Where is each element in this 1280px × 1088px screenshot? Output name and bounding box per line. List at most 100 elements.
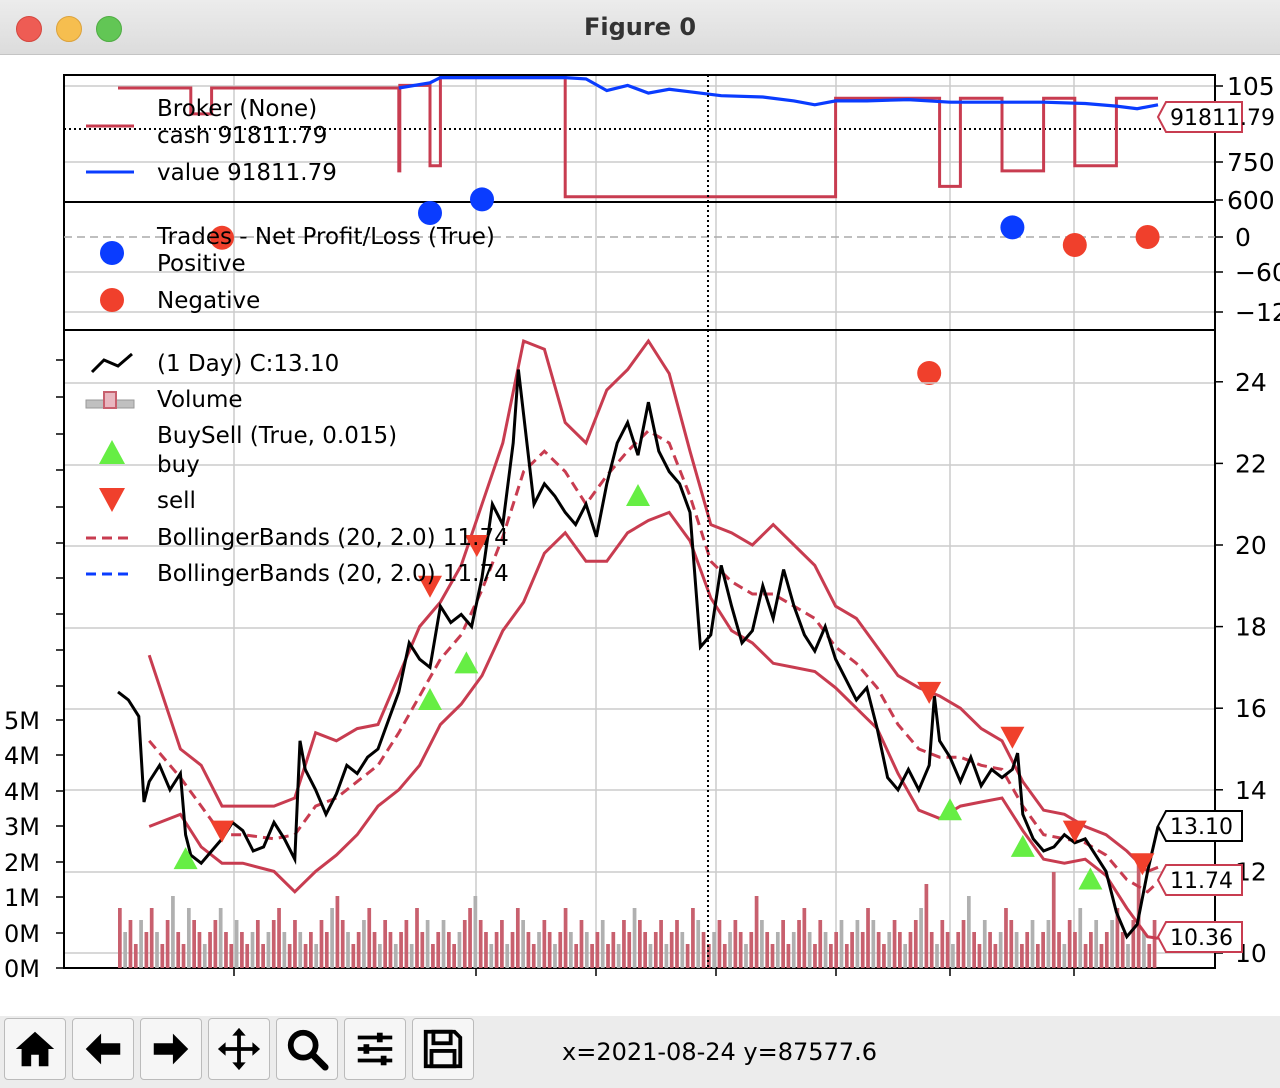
volume-bar <box>531 944 536 968</box>
bollinger-upper-line <box>147 338 1159 874</box>
last-bb-lower-label: 10.36 <box>1170 926 1233 951</box>
volume-bar <box>446 932 451 968</box>
volume-bar <box>277 908 281 968</box>
volume-bar <box>807 932 812 968</box>
volume-bar <box>584 932 589 968</box>
volume-bar <box>728 932 732 968</box>
volume-bar <box>600 920 605 968</box>
sell-marker <box>1000 726 1025 749</box>
volume-bar <box>282 932 287 968</box>
sell-marker <box>418 575 442 598</box>
legend-title: Broker (None) <box>157 96 317 122</box>
volume-bar <box>876 932 881 968</box>
volume-bar <box>378 944 382 968</box>
forward-button[interactable] <box>140 1018 202 1080</box>
volume-bar <box>340 920 345 968</box>
volume-bar <box>781 920 785 968</box>
volume-bar <box>638 920 642 968</box>
cursor-coordinates: x=2021-08-24 y=87577.6 <box>562 1038 877 1066</box>
last-bb-mid-label-box <box>1156 864 1243 896</box>
volume-bar <box>441 920 446 968</box>
back-button[interactable] <box>72 1018 134 1080</box>
volume-bar <box>574 944 579 968</box>
trade-negative-marker <box>210 225 234 250</box>
save-icon <box>423 1029 463 1069</box>
volume-bar <box>956 932 961 968</box>
volume-tick-label: 1M <box>4 884 40 912</box>
last-value-label: 91811.79 <box>1170 106 1275 131</box>
configure-subplots-button[interactable] <box>344 1018 406 1080</box>
volume-bar <box>452 944 456 968</box>
volume-bar <box>691 908 695 968</box>
y-tick-label: −60 <box>1235 258 1280 287</box>
volume-tick-label: 3M <box>4 813 40 841</box>
volume-bar <box>1067 920 1072 968</box>
home-button[interactable] <box>4 1018 66 1080</box>
volume-bar <box>945 932 950 968</box>
volume-bar <box>537 932 541 968</box>
volume-bar <box>160 944 165 968</box>
volume-bar <box>988 932 992 968</box>
volume-bar <box>271 920 276 968</box>
volume-bar <box>1152 920 1157 968</box>
volume-bar <box>643 932 648 968</box>
volume-bar <box>924 884 929 968</box>
volume-bar <box>500 920 504 968</box>
volume-bar <box>648 944 653 968</box>
y-tick-label: 24 <box>1235 368 1267 397</box>
back-arrow-icon <box>85 1033 121 1065</box>
trade-positive-marker <box>470 187 494 212</box>
volume-bar <box>261 944 265 968</box>
volume-bar <box>563 908 568 968</box>
volume-bar <box>1110 920 1114 968</box>
volume-bar <box>425 920 430 968</box>
volume-bar <box>998 932 1003 968</box>
volume-bar <box>765 932 770 968</box>
minimize-window-button[interactable] <box>56 16 82 42</box>
maximize-window-button[interactable] <box>96 16 122 42</box>
volume-bar <box>871 920 876 968</box>
volume-bar <box>749 932 754 968</box>
volume-bar <box>303 944 308 968</box>
window-titlebar: Figure 0 <box>0 0 1280 55</box>
legend-close-label: (1 Day) C:13.10 <box>157 351 339 377</box>
volume-bar <box>229 944 234 968</box>
legend-bb-blue-label: BollingerBands (20, 2.0) 11.74 <box>157 561 509 587</box>
volume-bar <box>834 932 839 968</box>
y-tick-label: 14 <box>1235 776 1267 805</box>
price-panel: 10121416182022240M0M1M2M3M4M4M5M13.1011.… <box>4 75 1267 983</box>
volume-bar <box>192 920 196 968</box>
buy-marker <box>938 798 962 821</box>
volume-bar <box>383 920 388 968</box>
volume-bar <box>356 932 361 968</box>
volume-bar <box>510 932 515 968</box>
last-close-label-box <box>1156 810 1243 842</box>
volume-bar <box>181 944 186 968</box>
save-button[interactable] <box>412 1018 474 1080</box>
volume-bar <box>298 932 303 968</box>
volume-bar <box>1025 932 1030 968</box>
volume-tick-label: 4M <box>4 778 40 806</box>
volume-bar <box>123 932 128 968</box>
series-value-line <box>398 76 1159 111</box>
volume-tick-label: 5M <box>4 707 40 735</box>
figure-canvas[interactable]: 105 750 600 91811.79 Broker (None)cash 91811… <box>0 54 1280 1016</box>
legend-buy-swatch <box>99 440 125 464</box>
volume-bar <box>813 944 817 968</box>
y-tick-label: 0 <box>1235 223 1251 252</box>
pan-button[interactable] <box>208 1018 270 1080</box>
legend-bb-red-label: BollingerBands (20, 2.0) 11.74 <box>157 525 509 551</box>
volume-bar <box>1142 932 1146 968</box>
volume-bar <box>1062 944 1067 968</box>
volume-bar <box>616 944 621 968</box>
trade-negative-marker <box>917 361 942 385</box>
zoom-button[interactable] <box>276 1018 338 1080</box>
volume-bar <box>404 920 409 968</box>
close-window-button[interactable] <box>16 16 42 42</box>
volume-bar <box>505 944 510 968</box>
volume-bar <box>1051 872 1056 968</box>
buy-marker <box>1078 867 1103 890</box>
volume-bar <box>712 932 716 968</box>
volume-bar <box>675 920 679 968</box>
volume-bar <box>255 920 260 968</box>
